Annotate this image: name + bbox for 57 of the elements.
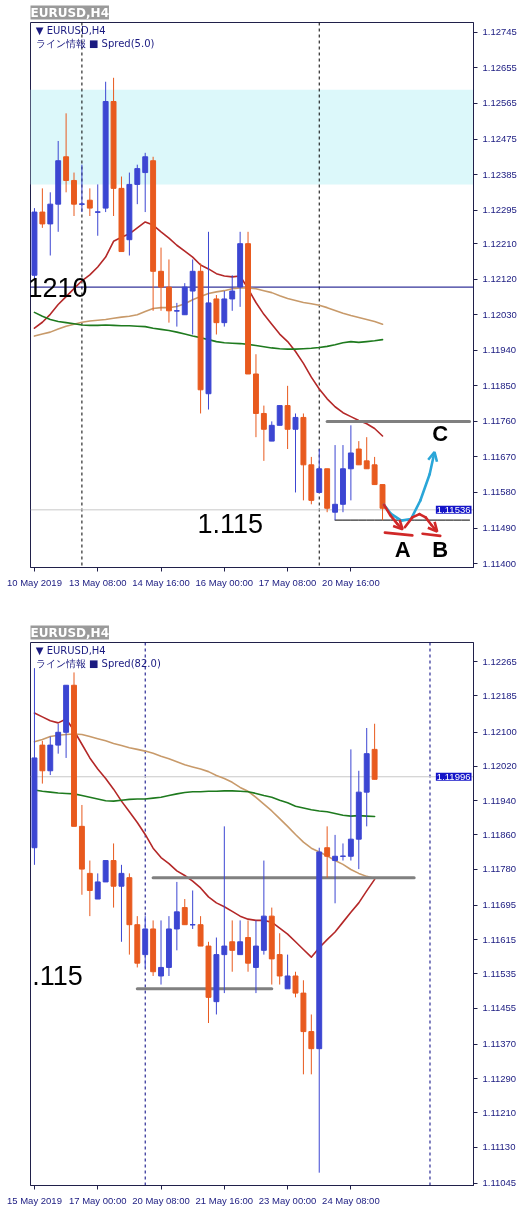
y-tick-label: 1.12120 [482, 273, 517, 285]
y-tick-label: 1.11940 [482, 794, 517, 806]
y-tick-label: 1.12100 [482, 726, 517, 738]
x-tick-label: 20 May 08:00 [132, 1194, 190, 1206]
y-tick-label: 1.11130 [482, 1141, 516, 1153]
x-tick-label: 20 May 16:00 [322, 576, 380, 588]
y-tick-label: 1.11290 [482, 1072, 517, 1084]
x-tick-label: 13 May 08:00 [68, 576, 127, 588]
y-tick-label: 1.12655 [482, 61, 517, 73]
y-tick-label: 1.11490 [482, 522, 517, 534]
y-tick-label: 1.12185 [482, 689, 517, 701]
y-tick-label: 1.11455 [482, 1002, 517, 1014]
y-tick-label: 1.11580 [482, 486, 517, 498]
y-tick-label: 1.12745 [482, 26, 517, 38]
ref-line-label: 1.11996 [436, 770, 471, 782]
x-tick-label: 24 May 08:00 [322, 1194, 380, 1206]
x-tick-label: 21 May 16:00 [195, 1194, 254, 1206]
annotation: C [432, 421, 449, 447]
chart-subtitle: ▼ EURUSD,H4 [35, 24, 106, 36]
y-tick-label: 1.12210 [482, 237, 517, 249]
x-tick-label: 16 May 00:00 [195, 576, 254, 588]
y-tick-label: 1.11615 [482, 933, 517, 945]
x-tick-label: 14 May 16:00 [132, 576, 190, 588]
y-tick-label: 1.12030 [482, 308, 517, 320]
x-tick-label: 17 May 00:00 [68, 1194, 127, 1206]
y-tick-label: 1.11535 [482, 967, 517, 979]
annotation: .115 [32, 961, 83, 992]
annotation: ライン情報 ■ Spred(5.0) [35, 37, 155, 49]
y-tick-label: 1.11760 [482, 415, 517, 427]
y-tick-label: 1.11850 [482, 379, 517, 391]
y-tick-label: 1.11670 [482, 450, 517, 462]
x-tick-label: 15 May 2019 [6, 1194, 62, 1206]
y-tick-label: 1.11210 [482, 1106, 517, 1118]
y-tick-label: 1.11400 [482, 557, 517, 569]
x-tick-label: 23 May 00:00 [258, 1194, 317, 1206]
y-tick-label: 1.11695 [482, 899, 517, 911]
chart-title: EURUSD,H4 [30, 625, 109, 640]
annotation: ライン情報 ■ Spred(82.0) [35, 657, 161, 669]
y-tick-label: 1.12385 [482, 168, 517, 180]
ref-line-label: 1.11536 [436, 503, 471, 515]
chart-title: EURUSD,H4 [30, 5, 109, 20]
y-tick-label: 1.11780 [482, 863, 517, 875]
y-tick-label: 1.12475 [482, 133, 517, 144]
y-tick-label: 1.11940 [482, 344, 517, 356]
x-tick-label: 17 May 08:00 [258, 576, 317, 588]
y-tick-label: 1.11860 [482, 828, 517, 840]
annotation: 1.115 [197, 509, 264, 540]
y-tick-label: 1.11370 [482, 1038, 517, 1050]
y-tick-label: 1.12565 [482, 97, 517, 109]
y-tick-label: 1.11045 [482, 1177, 517, 1189]
annotation: A [394, 537, 411, 563]
chart-subtitle: ▼ EURUSD,H4 [35, 644, 106, 656]
y-tick-label: 1.12265 [482, 655, 517, 667]
y-tick-label: 1.12295 [482, 204, 517, 216]
annotation: B [432, 537, 449, 563]
x-tick-label: 10 May 2019 [6, 576, 62, 588]
y-tick-label: 1.12020 [482, 760, 517, 772]
